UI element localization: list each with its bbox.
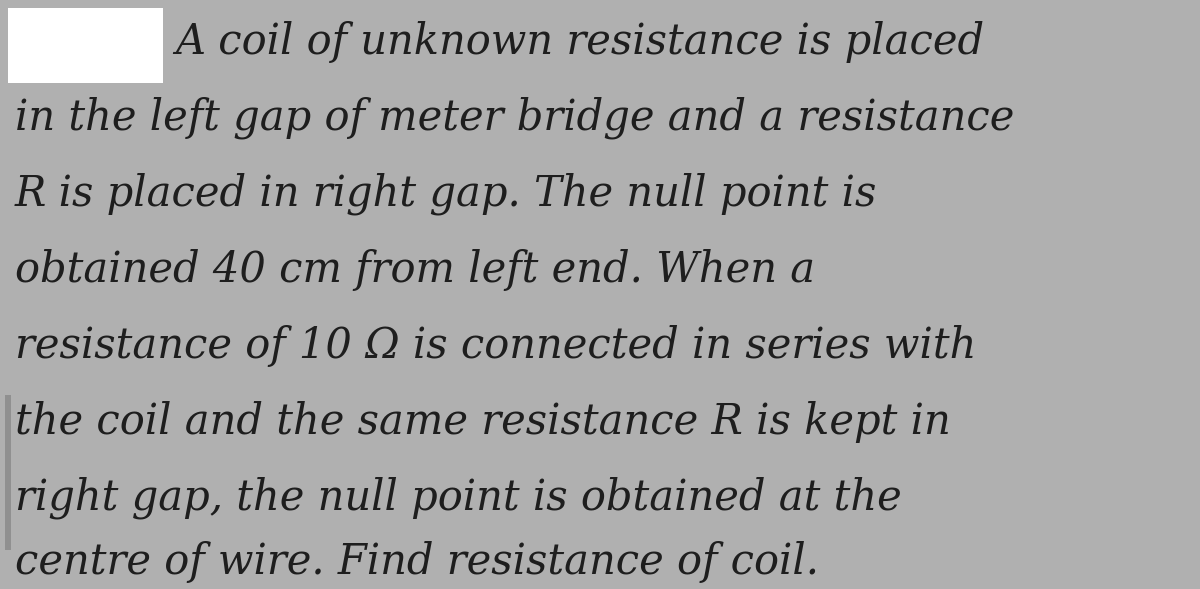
Bar xyxy=(8,8,163,83)
Text: obtained 40 cm from left end. When a: obtained 40 cm from left end. When a xyxy=(14,249,815,291)
Text: R is placed in right gap. The null point is: R is placed in right gap. The null point… xyxy=(14,173,877,215)
Text: A coil of unknown resistance is placed: A coil of unknown resistance is placed xyxy=(175,21,984,63)
Text: in the left gap of meter bridge and a resistance: in the left gap of meter bridge and a re… xyxy=(14,97,1014,139)
Text: resistance of 10 Ω is connected in series with: resistance of 10 Ω is connected in serie… xyxy=(14,325,977,367)
Bar xyxy=(5,395,11,550)
Text: centre of wire. Find resistance of coil.: centre of wire. Find resistance of coil. xyxy=(14,541,818,583)
Text: right gap, the null point is obtained at the: right gap, the null point is obtained at… xyxy=(14,477,901,519)
Text: the coil and the same resistance R is kept in: the coil and the same resistance R is ke… xyxy=(14,401,950,443)
